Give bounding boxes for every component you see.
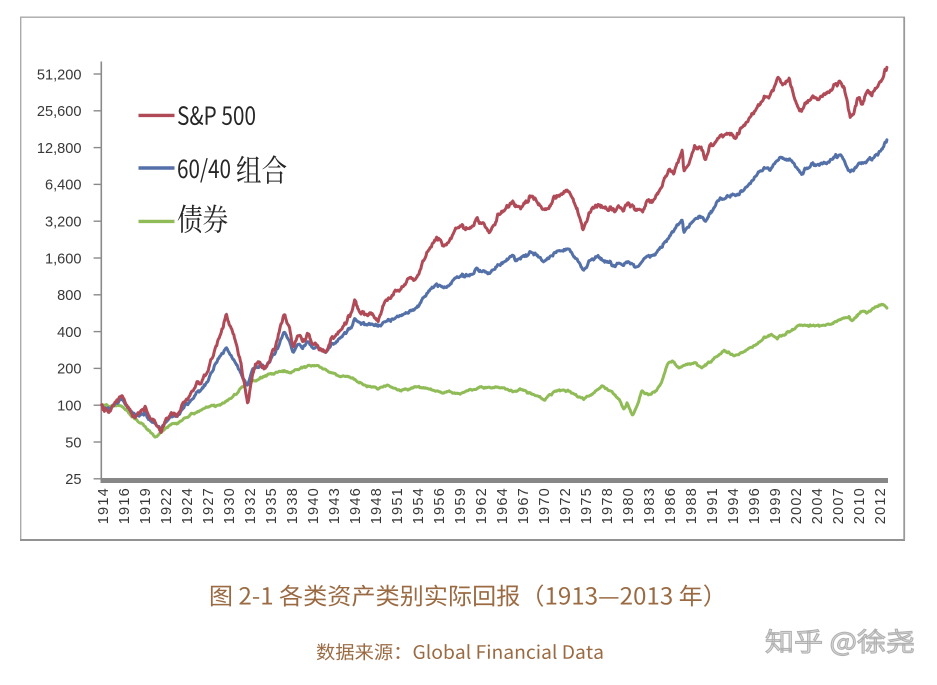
svg-text:200: 200 bbox=[57, 362, 81, 378]
svg-text:2010: 2010 bbox=[852, 487, 868, 524]
svg-text:1932: 1932 bbox=[243, 487, 259, 524]
svg-text:1930: 1930 bbox=[222, 487, 238, 524]
svg-text:50: 50 bbox=[65, 435, 81, 451]
svg-text:1916: 1916 bbox=[117, 487, 133, 524]
svg-text:1940: 1940 bbox=[306, 487, 322, 524]
svg-text:1938: 1938 bbox=[285, 487, 301, 524]
svg-text:400: 400 bbox=[57, 325, 81, 341]
svg-text:1986: 1986 bbox=[663, 487, 679, 524]
svg-text:1924: 1924 bbox=[180, 487, 196, 524]
svg-text:2004: 2004 bbox=[810, 487, 826, 524]
svg-text:1988: 1988 bbox=[684, 487, 700, 524]
svg-text:12,800: 12,800 bbox=[37, 141, 82, 157]
svg-text:1983: 1983 bbox=[642, 487, 658, 524]
svg-text:1,600: 1,600 bbox=[45, 251, 82, 267]
svg-text:1951: 1951 bbox=[390, 487, 406, 524]
svg-text:1970: 1970 bbox=[537, 487, 553, 524]
svg-text:1994: 1994 bbox=[726, 487, 742, 524]
svg-text:1956: 1956 bbox=[432, 487, 448, 524]
svg-text:1975: 1975 bbox=[579, 487, 595, 524]
svg-text:51,200: 51,200 bbox=[37, 67, 82, 83]
svg-text:6,400: 6,400 bbox=[45, 178, 82, 194]
svg-text:1919: 1919 bbox=[138, 487, 154, 524]
svg-text:1959: 1959 bbox=[453, 487, 469, 524]
svg-text:25,600: 25,600 bbox=[37, 104, 82, 120]
svg-text:100: 100 bbox=[57, 399, 81, 415]
svg-text:1943: 1943 bbox=[327, 487, 343, 524]
svg-text:2012: 2012 bbox=[873, 487, 889, 524]
svg-text:25: 25 bbox=[65, 472, 81, 488]
svg-text:1954: 1954 bbox=[411, 487, 427, 524]
svg-text:1999: 1999 bbox=[768, 487, 784, 524]
svg-text:1996: 1996 bbox=[747, 487, 763, 524]
svg-text:1927: 1927 bbox=[201, 487, 217, 524]
svg-text:1967: 1967 bbox=[516, 487, 532, 524]
svg-text:1972: 1972 bbox=[558, 487, 574, 524]
svg-text:1964: 1964 bbox=[495, 487, 511, 524]
svg-text:3,200: 3,200 bbox=[45, 215, 82, 231]
svg-text:1914: 1914 bbox=[96, 487, 112, 524]
svg-text:1948: 1948 bbox=[369, 487, 385, 524]
svg-text:1935: 1935 bbox=[264, 487, 280, 524]
svg-text:1946: 1946 bbox=[348, 487, 364, 524]
svg-text:1980: 1980 bbox=[621, 487, 637, 524]
svg-text:1962: 1962 bbox=[474, 487, 490, 524]
svg-text:1991: 1991 bbox=[705, 487, 721, 524]
svg-text:1978: 1978 bbox=[600, 487, 616, 524]
svg-text:2002: 2002 bbox=[789, 487, 805, 524]
svg-text:1922: 1922 bbox=[159, 487, 175, 524]
svg-text:2007: 2007 bbox=[831, 487, 847, 524]
svg-text:800: 800 bbox=[57, 288, 81, 304]
